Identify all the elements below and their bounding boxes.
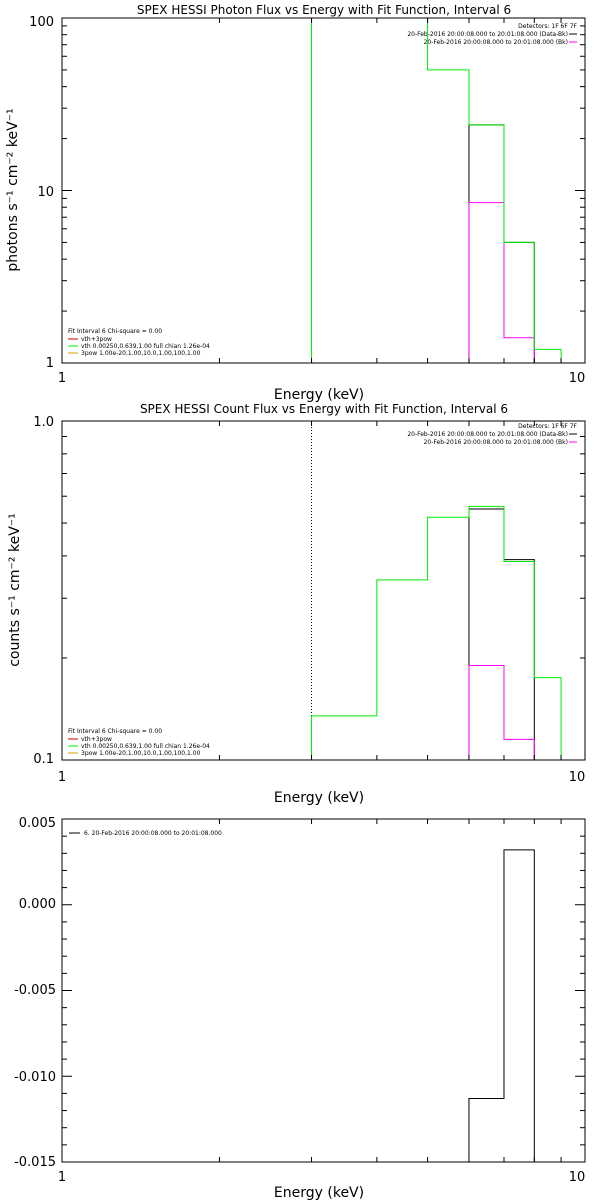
resid-ytick-m0005: -0.005 <box>14 983 56 998</box>
count-panel-title: SPEX HESSI Count Flux vs Energy with Fit… <box>140 402 508 416</box>
photon-xtick-1: 1 <box>58 371 66 386</box>
count-series-1 <box>468 665 535 760</box>
resid-series-0 <box>468 849 535 1162</box>
count-legend-detectors: Detectors: 1F 6F 7F <box>518 423 577 430</box>
photon-legend-vth: vth 0.00250,0.639,1.00 full chian 1.26e-… <box>81 343 210 350</box>
photon-xtick-10: 10 <box>569 371 586 386</box>
count-ylabel: counts s⁻¹ cm⁻² keV⁻¹ <box>7 513 23 667</box>
count-xlabel: Energy (keV) <box>274 790 364 806</box>
photon-ytick-1: 1 <box>46 356 54 371</box>
photon-ytick-100: 100 <box>29 15 54 30</box>
count-ytick-1: 1.0 <box>33 415 54 430</box>
count-legend-vth3pow: vth+3pow <box>81 736 112 743</box>
photon-ytick-10: 10 <box>37 185 54 200</box>
resid-legend-interval: 6. 20-Feb-2016 20:00:08.000 to 20:01:08.… <box>84 830 222 837</box>
resid-xlabel: Energy (keV) <box>274 1185 364 1200</box>
count-xtick-10: 10 <box>569 770 586 785</box>
photon-axes-frame <box>61 17 586 364</box>
count-legend-vth: vth 0.00250,0.639,1.00 full chian 1.26e-… <box>81 743 210 750</box>
photon-ylabel: photons s⁻¹ cm⁻² keV⁻¹ <box>5 108 21 271</box>
resid-data-layer <box>468 849 535 1162</box>
residuals-panel: 0.005 0.000 -0.005 -0.010 -0.015 1 10 En… <box>14 816 586 1200</box>
photon-series-2 <box>311 18 562 363</box>
photon-xlabel: Energy (keV) <box>274 387 364 403</box>
photon-flux-panel: SPEX HESSI Photon Flux vs Energy with Fi… <box>5 3 586 403</box>
count-legend-databk: 20-Feb-2016 20:00:08.000 to 20:01:08.000… <box>407 431 568 438</box>
resid-xtick-1: 1 <box>58 1170 66 1185</box>
photon-legend-3pow: 3pow 1.00e-20,1.00,10.0,1.00,100,1.00 <box>81 350 201 357</box>
photon-panel-title: SPEX HESSI Photon Flux vs Energy with Fi… <box>137 3 511 17</box>
count-series-0 <box>468 508 535 760</box>
photon-series-0 <box>468 124 535 363</box>
photon-legend-fit: Fit Interval 6 Chi-square = 0.00 <box>68 328 162 335</box>
photon-legend-detectors: Detectors: 1F 6F 7F <box>518 23 577 30</box>
count-legend-3pow: 3pow 1.00e-20,1.00,10.0,1.00,100,1.00 <box>81 750 201 757</box>
resid-ytick-m0010: -0.010 <box>14 1070 56 1085</box>
count-flux-panel: SPEX HESSI Count Flux vs Energy with Fit… <box>7 402 586 806</box>
count-axes-frame <box>61 420 586 761</box>
photon-series-1 <box>468 202 535 363</box>
count-ytick-01: 0.1 <box>33 752 54 767</box>
count-data-layer <box>311 421 562 760</box>
photon-legend-bk: 20-Feb-2016 20:00:08.000 to 20:01:08.000… <box>424 39 568 46</box>
photon-data-layer <box>311 18 562 363</box>
resid-xtick-10: 10 <box>569 1170 586 1185</box>
photon-legend-databk: 20-Feb-2016 20:00:08.000 to 20:01:08.000… <box>407 31 568 38</box>
photon-legend-vth3pow: vth+3pow <box>81 336 112 343</box>
resid-ytick-0005: 0.005 <box>19 816 56 831</box>
count-legend-fit: Fit Interval 6 Chi-square = 0.00 <box>68 728 162 735</box>
resid-axes-frame <box>61 818 586 1163</box>
resid-ytick-0000: 0.000 <box>19 897 56 912</box>
resid-ytick-m0015: -0.015 <box>14 1155 56 1170</box>
count-series-2 <box>311 505 562 760</box>
count-xtick-1: 1 <box>58 770 66 785</box>
count-legend-bk: 20-Feb-2016 20:00:08.000 to 20:01:08.000… <box>424 439 568 446</box>
